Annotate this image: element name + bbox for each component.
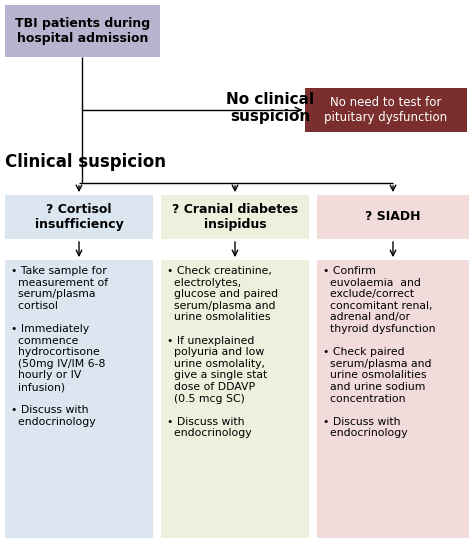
Text: • Take sample for
  measurement of
  serum/plasma
  cortisol

• Immediately
  co: • Take sample for measurement of serum/p… (11, 266, 108, 427)
FancyBboxPatch shape (161, 195, 309, 239)
Text: • Confirm
  euvolaemia  and
  exclude/correct
  concomitant renal,
  adrenal and: • Confirm euvolaemia and exclude/correct… (323, 266, 436, 438)
FancyBboxPatch shape (5, 5, 160, 57)
FancyBboxPatch shape (5, 195, 153, 239)
FancyBboxPatch shape (305, 88, 467, 132)
Text: ? Cortisol
insufficiency: ? Cortisol insufficiency (35, 203, 123, 231)
Text: • Check creatinine,
  electrolytes,
  glucose and paired
  serum/plasma and
  ur: • Check creatinine, electrolytes, glucos… (167, 266, 278, 438)
Text: ? SIADH: ? SIADH (365, 211, 421, 224)
FancyBboxPatch shape (5, 260, 153, 538)
FancyBboxPatch shape (317, 260, 469, 538)
Text: ? Cranial diabetes
insipidus: ? Cranial diabetes insipidus (172, 203, 298, 231)
FancyBboxPatch shape (317, 195, 469, 239)
Text: TBI patients during
hospital admission: TBI patients during hospital admission (15, 17, 150, 45)
FancyBboxPatch shape (161, 260, 309, 538)
Text: No need to test for
pituitary dysfunction: No need to test for pituitary dysfunctio… (324, 96, 447, 124)
Text: Clinical suspicion: Clinical suspicion (5, 153, 166, 171)
Text: No clinical
suspicion: No clinical suspicion (226, 92, 314, 124)
